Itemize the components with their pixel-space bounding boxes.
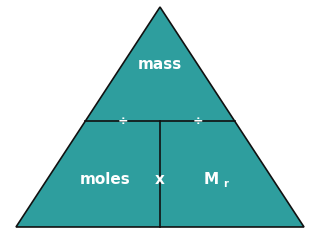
Polygon shape <box>16 7 304 227</box>
Text: x: x <box>155 172 165 187</box>
Text: mass: mass <box>138 57 182 72</box>
Text: ÷: ÷ <box>192 115 203 128</box>
Text: M: M <box>204 172 219 187</box>
Text: moles: moles <box>80 172 131 187</box>
Text: ÷: ÷ <box>117 115 128 128</box>
Text: r: r <box>223 179 228 189</box>
